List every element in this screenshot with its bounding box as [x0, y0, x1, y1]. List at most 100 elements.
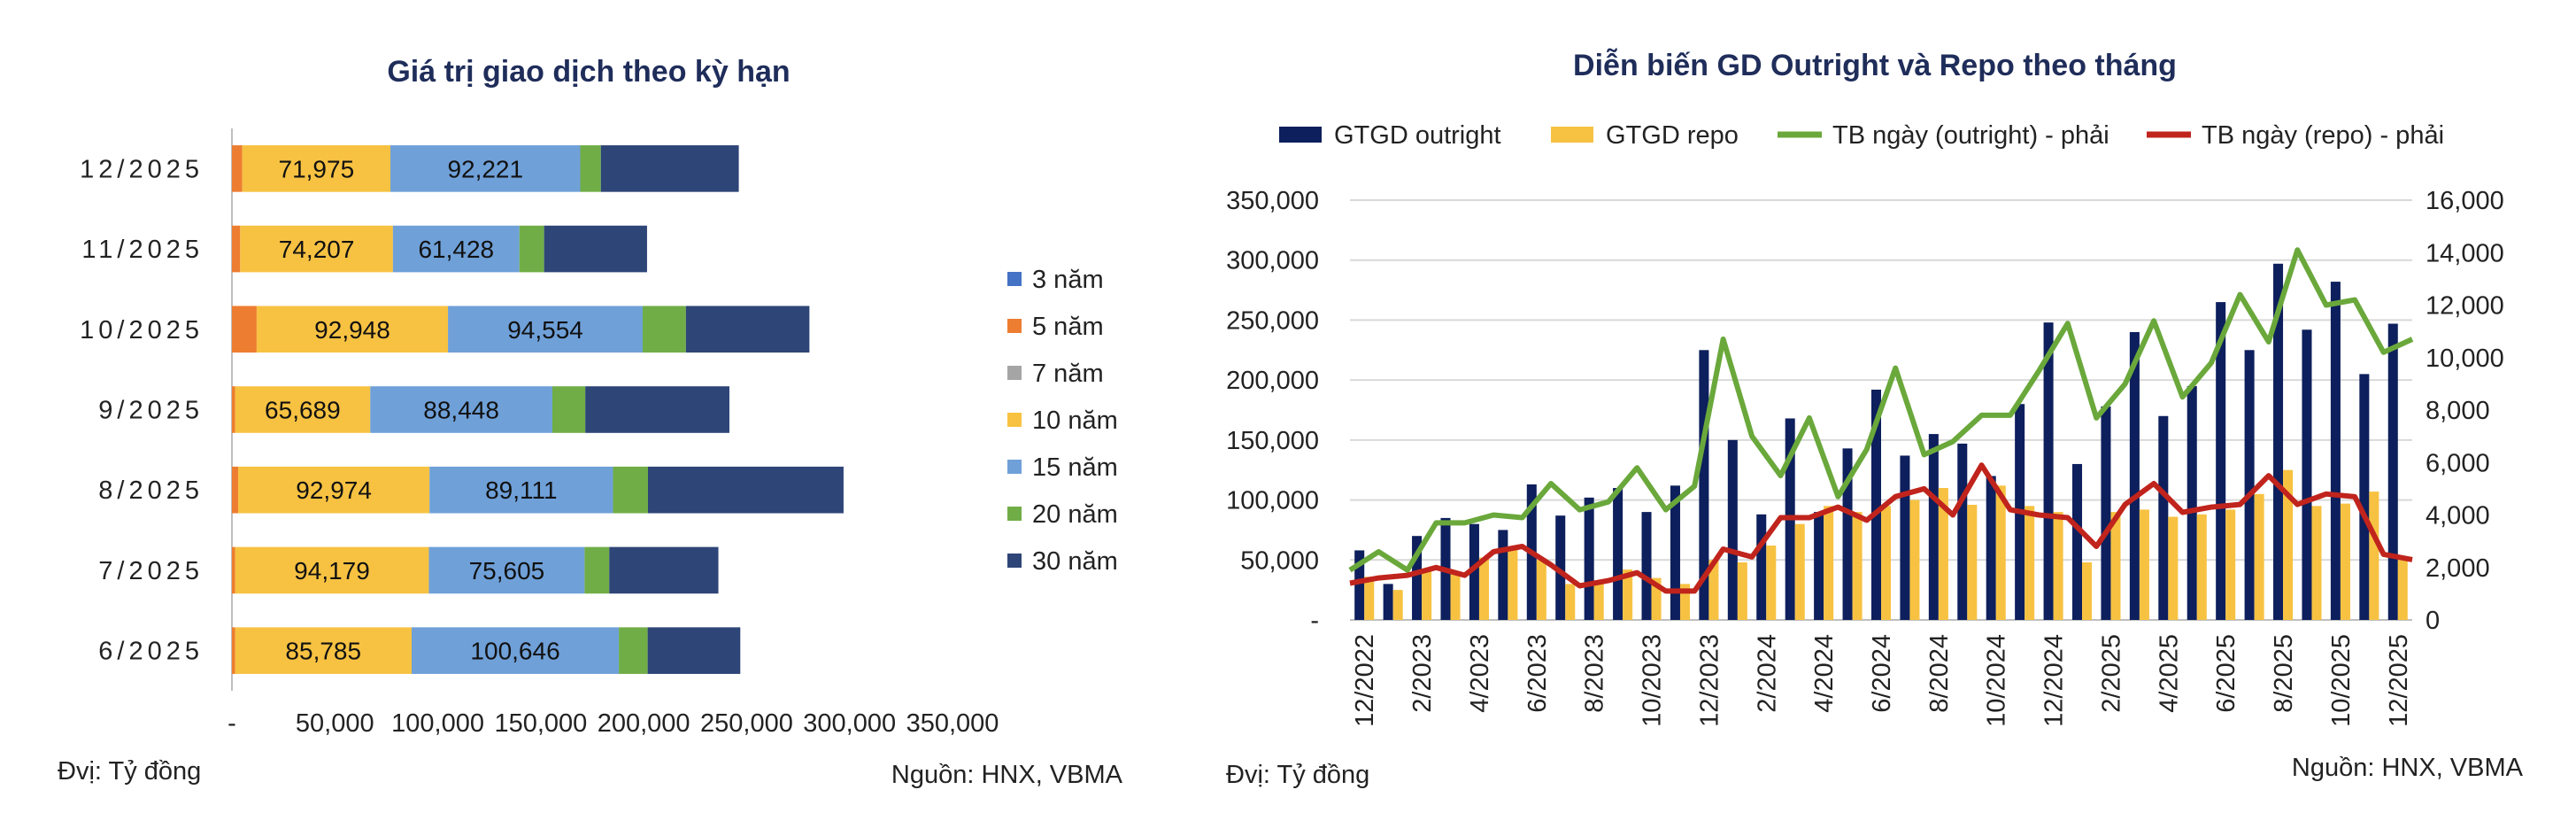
bar-gtgd-repo-8-2023 [1593, 580, 1604, 620]
right-x-tick-label: 10/2023 [1639, 634, 1667, 727]
data-label-10-nam: 71,975 [279, 155, 355, 182]
legend-label-10-nam: 10 năm [1032, 406, 1118, 435]
right-y-left-tick-label: 350,000 [1226, 187, 1319, 215]
bar-20-nam-11-2025 [519, 225, 544, 273]
bar-gtgd-outright-9-2024 [1957, 443, 1968, 620]
bar-gtgd-repo-5-2023 [1508, 547, 1518, 620]
bar-30-nam-11-2025 [544, 225, 647, 273]
left-x-tick-label: 350,000 [906, 709, 999, 738]
right-chart-legend: GTGD outright GTGD repo TB ngày (outright)… [1279, 121, 2444, 150]
bar-5-nam-10-2025 [232, 306, 257, 353]
right-y-right-tick-label: 12,000 [2426, 292, 2504, 321]
bar-15-nam-11-2025 [392, 225, 520, 273]
bar-gtgd-outright-2-2024 [1756, 514, 1767, 620]
right-x-tick-label: 4/2024 [1810, 634, 1839, 713]
bar-gtgd-outright-2-2023 [1412, 536, 1423, 620]
right-x-tick-label: 10/2024 [1983, 634, 2011, 727]
bar-5-nam-6-2025 [232, 627, 235, 674]
bar-gtgd-outright-1-2023 [1383, 584, 1393, 620]
legend-label-gtgd-repo: GTGD repo [1606, 121, 1739, 150]
legend-swatch-20-nam [1007, 507, 1022, 521]
bar-gtgd-outright-10-2023 [1641, 512, 1652, 620]
bar-gtgd-repo-12-2023 [1708, 560, 1719, 620]
right-y-right-tick-label: 10,000 [2426, 345, 2504, 373]
legend-label-7-nam: 7 năm [1032, 360, 1104, 388]
bar-gtgd-outright-1-2025 [2072, 463, 2083, 620]
bar-5-nam-11-2025 [232, 225, 241, 273]
bar-gtgd-repo-3-2023 [1450, 571, 1461, 620]
bar-gtgd-outright-4-2024 [1814, 512, 1824, 620]
bar-gtgd-repo-2-2023 [1422, 569, 1432, 620]
right-x-tick-label: 12/2024 [2040, 634, 2069, 727]
legend-label-tb-ngay-outright-phai: TB ngày (outright) - phải [1832, 121, 2109, 150]
bar-gtgd-outright-4-2023 [1469, 523, 1479, 620]
right-x-tick-label: 12/2023 [1695, 634, 1724, 727]
bar-gtgd-outright-6-2025 [2216, 302, 2226, 620]
left-source-note: Nguồn: HNX, VBMA [891, 761, 1123, 789]
right-y-right-tick-label: 16,000 [2426, 187, 2504, 215]
bar-20-nam-9-2025 [551, 386, 586, 433]
legend-label-3-nam: 3 năm [1032, 266, 1104, 294]
legend-label-gtgd-outright: GTGD outright [1334, 121, 1501, 150]
bar-gtgd-repo-8-2025 [2283, 469, 2294, 620]
left-unit-note: Đvị: Tỷ đồng [58, 757, 201, 786]
bar-30-nam-8-2025 [647, 466, 844, 514]
bar-10-nam-9-2025 [235, 386, 371, 433]
legend-swatch-7-nam [1007, 366, 1022, 380]
bar-gtgd-repo-5-2025 [2196, 514, 2207, 620]
left-x-tick-label: 300,000 [803, 709, 896, 738]
bar-30-nam-7-2025 [609, 546, 719, 594]
bar-gtgd-repo-2-2025 [2110, 512, 2121, 620]
bar-gtgd-repo-12-2022 [1364, 577, 1375, 620]
right-y-left-tick-label: 50,000 [1240, 546, 1319, 575]
right-y-right-tick-label: 4,000 [2426, 502, 2490, 530]
bar-gtgd-repo-2-2024 [1766, 546, 1777, 620]
right-x-tick-label: 2/2024 [1753, 634, 1781, 713]
right-x-tick-label: 6/2023 [1523, 634, 1552, 713]
bar-gtgd-repo-6-2023 [1536, 560, 1546, 620]
bar-gtgd-outright-12-2024 [2043, 322, 2054, 620]
right-y-left-tick-label: 100,000 [1226, 487, 1319, 515]
bar-5-nam-12-2025 [232, 145, 243, 192]
line-tb-ngay-repo-phai [1349, 462, 2413, 594]
right-y-left-tick-label: 300,000 [1226, 247, 1319, 275]
bar-gtgd-outright-6-2024 [1870, 389, 1881, 620]
right-x-tick-label: 8/2024 [1925, 634, 1954, 713]
bar-20-nam-6-2025 [619, 627, 648, 674]
bar-gtgd-repo-12-2025 [2397, 560, 2408, 620]
bar-gtgd-repo-7-2023 [1565, 584, 1576, 620]
data-label-10-nam: 85,785 [285, 638, 361, 665]
bar-gtgd-repo-7-2024 [1909, 499, 1920, 620]
left-category-label: 11/2025 [81, 236, 204, 264]
bar-gtgd-outright-9-2023 [1613, 488, 1623, 620]
bar-5-nam-7-2025 [232, 546, 235, 594]
right-x-tick-label: 8/2025 [2270, 634, 2298, 713]
left-category-label: 12/2025 [80, 155, 204, 183]
right-y-right-tick-label: 2,000 [2426, 554, 2490, 583]
bar-gtgd-outright-11-2023 [1670, 485, 1680, 620]
legend-swatch-gtgd-repo [1551, 127, 1593, 143]
legend-label-15-nam: 15 năm [1032, 453, 1118, 482]
bar-30-nam-10-2025 [685, 306, 810, 353]
bar-10-nam-7-2025 [235, 546, 429, 594]
bar-gtgd-outright-10-2025 [2330, 282, 2341, 620]
left-category-label: 10/2025 [80, 316, 204, 345]
bar-20-nam-7-2025 [584, 546, 610, 594]
bar-gtgd-outright-5-2023 [1498, 530, 1508, 620]
bar-15-nam-7-2025 [428, 546, 585, 594]
bar-15-nam-10-2025 [448, 306, 643, 353]
bar-gtgd-outright-10-2024 [1986, 476, 1996, 620]
right-y-left-tick-label: 250,000 [1226, 306, 1319, 335]
bar-gtgd-repo-7-2025 [2254, 493, 2264, 620]
bar-gtgd-repo-9-2023 [1623, 569, 1633, 620]
bar-20-nam-12-2025 [580, 145, 601, 192]
right-x-tick-label: 4/2025 [2155, 634, 2183, 713]
bar-gtgd-outright-12-2022 [1354, 550, 1365, 620]
right-x-tick-label: 2/2025 [2097, 634, 2125, 713]
bar-5-nam-9-2025 [232, 386, 235, 433]
data-label-15-nam: 88,448 [423, 397, 499, 424]
bar-gtgd-repo-12-2024 [2053, 512, 2063, 620]
data-label-10-nam: 94,179 [294, 557, 370, 585]
right-x-tick-label: 12/2022 [1351, 634, 1379, 727]
legend-label-5-nam: 5 năm [1032, 313, 1104, 341]
